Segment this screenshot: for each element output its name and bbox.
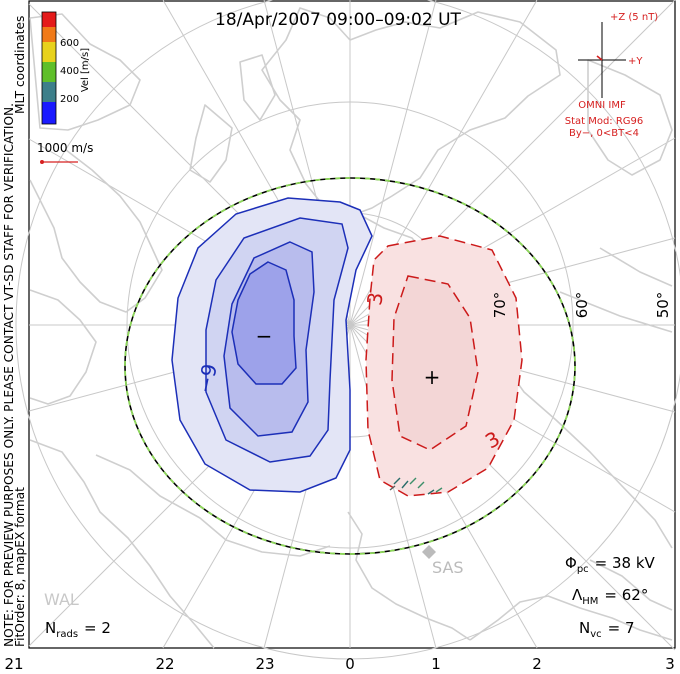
radar-label-sas: SAS — [432, 558, 464, 577]
pos-contour-inner — [391, 275, 479, 451]
lat-label-70: 70° — [491, 292, 509, 319]
stat-phi-pc: Φpc = 38 kV — [565, 554, 656, 575]
coordinate-system: MLT coordinates — [13, 16, 27, 114]
imf-z-label: +Z (5 nT) — [610, 12, 658, 23]
mlt-label-22: 22 — [155, 655, 174, 673]
map-statistics: Φpc = 38 kV ΛHM = 62° Nvc = 7 Nrads = 2 — [45, 554, 656, 640]
radar-site-sas: SAS WAL — [44, 545, 464, 609]
mlt-label-3: 3 — [665, 655, 675, 673]
colorbar-tick-600: 600 — [60, 38, 79, 49]
imf-y-label: +Y — [628, 56, 643, 67]
mlt-label-2: 2 — [532, 655, 542, 673]
mlt-label-23: 23 — [255, 655, 274, 673]
stat-n-vc: Nvc = 7 — [579, 619, 635, 640]
colorbar-tick-400: 400 — [60, 66, 79, 77]
radar-label-wal: WAL — [44, 590, 79, 609]
lat-lon-grid — [15, 0, 680, 660]
colorbar-tick-200: 200 — [60, 94, 79, 105]
mlt-label-1: 1 — [431, 655, 441, 673]
reference-vector: 1000 m/s — [37, 141, 93, 164]
potential-min-marker: − — [256, 324, 273, 348]
positive-potential-cell: 3 3 + — [362, 235, 523, 497]
lat-label-50: 50° — [654, 292, 672, 319]
mlt-labels: 21 22 23 0 1 2 3 — [4, 655, 674, 673]
mlt-label-0: 0 — [345, 655, 355, 673]
neg-contour-inner — [231, 261, 297, 385]
imf-condition: By−, 0<BT<4 — [569, 128, 639, 139]
latitude-labels: 70° 60° 50° — [491, 292, 672, 319]
reference-vector-label: 1000 m/s — [37, 141, 93, 155]
potential-max-marker: + — [424, 365, 441, 389]
lat-label-60: 60° — [573, 292, 591, 319]
negative-potential-cell: −9 − — [171, 197, 373, 493]
map-title: 18/Apr/2007 09:00–09:02 UT — [215, 10, 461, 30]
imf-stat-model: Stat Mod: RG96 — [565, 116, 644, 127]
neg-contour-label: −9 — [192, 362, 222, 396]
mlt-label-21: 21 — [4, 655, 23, 673]
pos-contour-label-upper: 3 — [362, 290, 388, 307]
colorbar-label: Vel [m/s] — [80, 48, 91, 92]
imf-source: OMNI IMF — [578, 100, 626, 111]
imf-dial: +Z (5 nT) +Y OMNI IMF Stat Mod: RG96 By−… — [565, 12, 659, 139]
hm-boundary — [124, 177, 576, 555]
velocity-colorbar: 600 400 200 Vel [m/s] — [41, 11, 91, 125]
stat-n-rads: Nrads = 2 — [45, 619, 111, 640]
velocity-vectors — [389, 477, 443, 495]
preview-note: NOTE: FOR PREVIEW PURPOSES ONLY. PLEASE … — [2, 103, 16, 647]
fit-order-note: FitOrder: 8, mapEX format — [13, 487, 27, 647]
stat-lambda-hm: ΛHM = 62° — [572, 586, 648, 607]
